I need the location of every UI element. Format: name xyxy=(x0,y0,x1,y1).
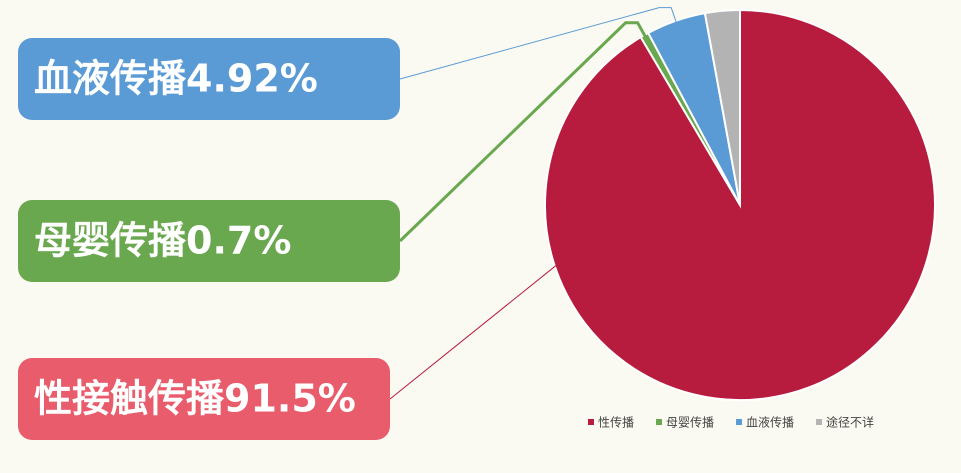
legend-label: 母婴传播 xyxy=(666,415,714,430)
leader-line xyxy=(398,21,648,243)
callout-label: 母婴传播0.7% xyxy=(34,219,291,263)
legend-swatch xyxy=(656,419,663,425)
callout-box xyxy=(18,358,390,440)
leader-line xyxy=(399,7,678,80)
legend-swatch xyxy=(736,419,743,425)
legend-label: 途径不详 xyxy=(826,415,874,430)
pie-slice xyxy=(703,8,741,206)
callout-label: 血液传播4.92% xyxy=(34,57,318,101)
legend-swatch xyxy=(588,419,594,425)
leader-line xyxy=(389,263,559,400)
legend-swatch xyxy=(816,419,823,425)
legend-label: 血液传播 xyxy=(746,415,794,430)
callout-box xyxy=(18,38,400,120)
callout-label: 性接触传播91.5% xyxy=(34,377,356,421)
callout-box xyxy=(18,200,400,282)
legend-label: 性传播 xyxy=(598,415,634,430)
